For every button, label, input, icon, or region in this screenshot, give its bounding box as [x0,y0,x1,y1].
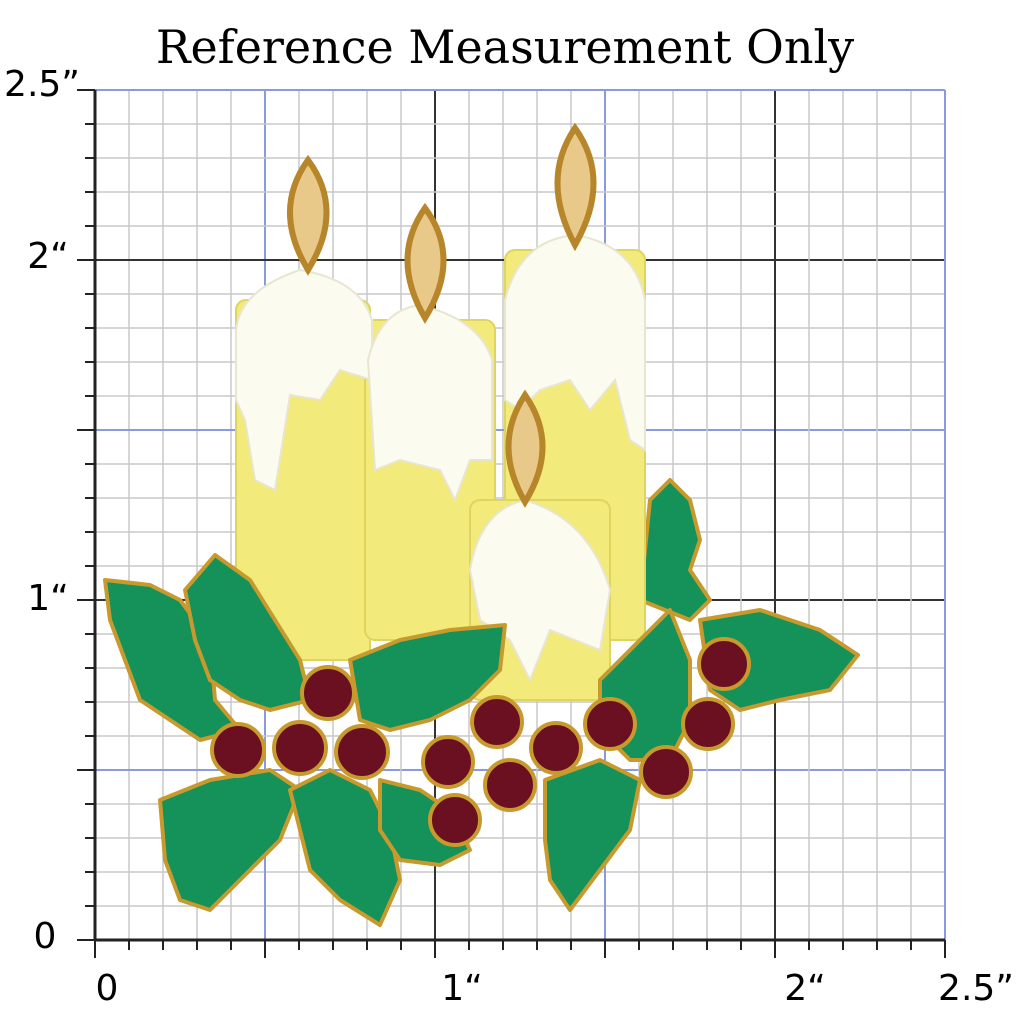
holly-leaf [348,623,507,732]
flame [404,202,447,324]
holly-leaf [638,478,712,622]
berry [334,724,390,780]
holly-leaf [288,768,402,927]
berry [428,793,482,847]
y-label: 1“ [27,578,69,619]
flame [554,122,597,252]
berry [697,637,751,691]
title: Reference Measurement Only [156,20,854,74]
berry [210,722,266,778]
flame [505,389,546,508]
berry [483,758,537,812]
x-label: 2“ [784,968,826,1009]
holly-leaf [543,758,642,912]
berries [210,637,751,847]
x-label: 1“ [441,968,483,1009]
berry [681,697,735,751]
wax-drip [235,268,373,492]
wax-drip [366,303,493,503]
flame [287,154,330,276]
y-label: 2.5” [4,64,80,105]
wax-drip [504,233,646,452]
berry [583,697,637,751]
brooch [103,122,860,927]
berry [529,721,583,775]
x-label: 0 [96,968,119,1009]
y-label: 2“ [27,236,69,277]
holly-leaf [158,768,302,912]
berry [470,695,524,749]
y-label: 0 [34,916,57,957]
berry [300,665,356,721]
berry [639,745,693,799]
berry [272,720,328,776]
berry [421,735,475,789]
x-label: 2.5” [938,968,1014,1009]
